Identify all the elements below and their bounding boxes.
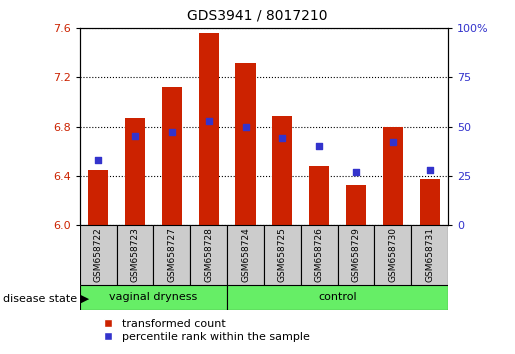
- Point: [425, 167, 434, 173]
- Bar: [346, 185, 366, 225]
- Text: GSM658725: GSM658725: [278, 227, 287, 282]
- Bar: [227, 225, 264, 285]
- Text: GSM658728: GSM658728: [204, 227, 213, 282]
- Text: GDS3941 / 8017210: GDS3941 / 8017210: [187, 9, 328, 23]
- Point: [242, 124, 250, 129]
- Text: GSM658730: GSM658730: [388, 227, 397, 282]
- Point: [204, 118, 213, 124]
- Bar: [80, 225, 117, 285]
- Bar: [264, 225, 301, 285]
- Point: [94, 157, 102, 163]
- Bar: [116, 225, 153, 285]
- Bar: [199, 33, 219, 225]
- Bar: [88, 170, 108, 225]
- Text: disease state ▶: disease state ▶: [3, 293, 89, 303]
- Bar: [338, 225, 374, 285]
- Point: [168, 130, 176, 135]
- Text: vaginal dryness: vaginal dryness: [109, 292, 198, 302]
- Bar: [235, 63, 255, 225]
- Bar: [374, 225, 411, 285]
- Point: [131, 133, 139, 139]
- Bar: [411, 225, 448, 285]
- Bar: [80, 285, 227, 310]
- Bar: [191, 225, 227, 285]
- Bar: [153, 225, 191, 285]
- Legend: transformed count, percentile rank within the sample: transformed count, percentile rank withi…: [104, 319, 310, 342]
- Text: GSM658722: GSM658722: [94, 228, 102, 282]
- Bar: [420, 179, 440, 225]
- Text: GSM658731: GSM658731: [425, 227, 434, 282]
- Bar: [309, 166, 329, 225]
- Bar: [272, 115, 293, 225]
- Bar: [301, 225, 338, 285]
- Bar: [227, 285, 448, 310]
- Bar: [125, 118, 145, 225]
- Text: control: control: [318, 292, 357, 302]
- Bar: [162, 87, 182, 225]
- Point: [278, 136, 286, 141]
- Point: [315, 143, 323, 149]
- Text: GSM658724: GSM658724: [241, 228, 250, 282]
- Point: [352, 169, 360, 175]
- Point: [389, 139, 397, 145]
- Bar: [383, 126, 403, 225]
- Text: GSM658726: GSM658726: [315, 227, 323, 282]
- Text: GSM658727: GSM658727: [167, 227, 176, 282]
- Text: GSM658729: GSM658729: [352, 227, 360, 282]
- Text: GSM658723: GSM658723: [131, 227, 140, 282]
